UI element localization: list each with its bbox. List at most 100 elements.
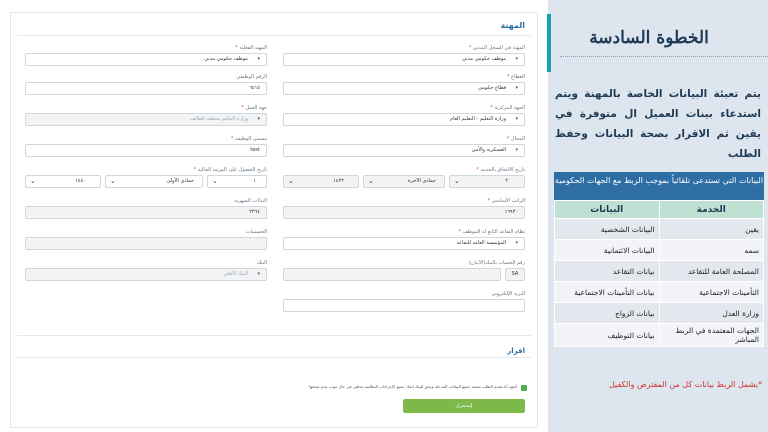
services-table: الخدمة البيانات يقين البيانات الشخصية سم… [554,200,764,347]
civil-job-select[interactable]: موظف حكومي مدني ▾ [283,53,525,66]
sector-value: قطاع حكومي [478,85,506,91]
join-year-value: ١٤٢٢ [333,178,344,184]
rank-month-value: جمادى الأولى [166,178,194,184]
join-day-select[interactable]: ٢ ⌄ [449,175,525,188]
civil-job-value: موظف حكومي مدني [462,56,506,62]
deductions-input[interactable] [25,237,267,250]
email-label: البريد الإلكتروني [491,291,525,297]
data-cell: بيانات التأمينات الاجتماعية [554,281,660,303]
allowances-label: البدلات الشهرية [234,198,267,204]
data-cell: بيانات الزواج [554,302,660,324]
job-title-value: test [250,147,260,153]
table-row: المصلحة العامة للتقاعد بيانات التقاعد [554,260,764,282]
chevron-down-icon: ⌄ [454,177,460,185]
col-service-header: الخدمة [658,200,764,219]
join-day-value: ٢ [505,178,508,184]
email-input[interactable] [283,299,525,312]
retirement-system-label: نظام التقاعد التابع له الموظف * [458,229,525,235]
central-entity-label: الجهة المركزية * [490,105,525,111]
join-date-label: تاريخ الالتحاق بالخدمة * [476,167,525,173]
service-cell: وزارة العدل [658,302,764,324]
chevron-down-icon: ⌄ [368,177,374,185]
job-title-input[interactable]: test [25,144,267,157]
accent-bar [547,14,551,72]
chevron-down-icon: ▾ [257,56,260,62]
employer-label: جهة العمل * [241,105,267,111]
civil-job-label: المهنة في السجل المدني * [468,45,525,51]
job-number-label: الرقم الوظيفي [236,74,267,80]
form-title-divider [17,35,531,36]
table-row: التأمينات الاجتماعية بيانات التأمينات ال… [554,281,764,303]
iban-label: رقم الحساب بالبنك(الآيبان) [468,260,525,266]
ack-title: اقرار [507,347,525,355]
job-title-label: مسمى الوظيفة * [230,136,267,142]
table-row: يقين البيانات الشخصية [554,218,764,240]
ack-text: أتعهد أنا مقدم الطلب بصحة جميع البيانات … [309,384,517,389]
job-number-value: ٦٤١٥ [249,85,260,91]
field-label: المجال * [506,136,525,142]
basic-salary-value: ١٦٩٣٠ [504,209,518,215]
ack-divider-top [17,335,531,336]
chevron-down-icon: ▾ [515,116,518,122]
field-select[interactable]: العسكرية والأمن ▾ [283,144,525,157]
chevron-down-icon: ▾ [257,271,260,277]
data-cell: البيانات الائتمانية [554,239,660,261]
chevron-down-icon: ▾ [515,147,518,153]
table-header-row: الخدمة البيانات [554,200,764,219]
chevron-down-icon: ▾ [257,116,260,122]
chevron-down-icon: ⌄ [30,177,36,185]
retirement-system-select[interactable]: المؤسسة العامة للتقاعد ▾ [283,237,525,250]
actual-job-select[interactable]: موظف حكومي مدني ▾ [25,53,267,66]
table-row: وزارة العدل بيانات الزواج [554,302,764,324]
chevron-down-icon: ▾ [515,85,518,91]
basic-salary-input[interactable]: ١٦٩٣٠ [283,206,525,219]
rank-day-value: ١ [253,178,256,184]
deductions-label: الحسميات [245,229,267,235]
central-entity-select[interactable]: وزارة التعليم - التعليم العام ▾ [283,113,525,126]
data-cell: البيانات الشخصية [554,218,660,240]
retirement-system-value: المؤسسة العامة للتقاعد [456,240,506,246]
bank-select[interactable]: البنك الأهلي ▾ [25,268,267,281]
ack-checkbox[interactable] [521,385,527,391]
ack-divider-bottom [17,357,531,358]
join-month-value: جمادى الآخرة [408,178,436,184]
table-caption: البيانات التي تستدعى تلقائياً بموجب الرب… [554,172,764,200]
employer-select[interactable]: وزارة التعليم-منطقة الطائف ▾ [25,113,267,126]
chevron-down-icon: ▾ [515,240,518,246]
actual-job-label: المهنة الفعلية * [235,45,267,51]
sector-label: القطاع * [506,74,525,80]
data-cell: بيانات التوظيف [554,323,660,347]
basic-salary-label: الراتب الأساسي * [487,198,525,204]
iban-input[interactable] [283,268,501,281]
rank-month-select[interactable]: جمادى الأولى ⌄ [105,175,203,188]
step-title: الخطوة السادسة [589,28,709,48]
service-cell: الجهات المعتمدة في الربط المباشر [658,323,764,347]
chevron-down-icon: ▾ [515,56,518,62]
rank-day-select[interactable]: ١ ⌄ [207,175,267,188]
title-dotted-divider [560,56,768,57]
table-row: سمه البيانات الائتمانية [554,239,764,261]
field-value: العسكرية والأمن [471,147,506,153]
actual-job-value: موظف حكومي مدني [204,56,248,62]
sector-select[interactable]: قطاع حكومي ▾ [283,82,525,95]
continue-button[interactable]: إستمرار [403,399,525,413]
intro-text: يتم تعبئة البيانات الخاصة بالمهنة ويتم ا… [555,88,761,160]
employer-value: وزارة التعليم-منطقة الطائف [189,116,248,122]
col-data-header: البيانات [554,200,660,219]
profession-form: المهنة المهنة في السجل المدني * موظف حكو… [10,12,538,428]
chevron-down-icon: ⌄ [110,177,116,185]
join-month-select[interactable]: جمادى الآخرة ⌄ [363,175,445,188]
table-row: الجهات المعتمدة في الربط المباشر بيانات … [554,323,764,347]
service-cell: سمه [658,239,764,261]
join-year-select[interactable]: ١٤٢٢ ⌄ [283,175,359,188]
rank-year-value: ١٤٤٠ [75,178,86,184]
job-number-input[interactable]: ٦٤١٥ [25,82,267,95]
allowances-input[interactable]: ٢٣٦٤ [25,206,267,219]
iban-prefix: SA [505,268,525,281]
rank-year-select[interactable]: ١٤٤٠ ⌄ [25,175,101,188]
central-entity-value: وزارة التعليم - التعليم العام [449,116,506,122]
form-title: المهنة [500,21,525,30]
service-cell: التأمينات الاجتماعية [658,281,764,303]
footnote: *يشمل الربط بيانات كل من المقترض والكفيل [608,380,762,389]
bank-label: البنك [256,260,267,266]
